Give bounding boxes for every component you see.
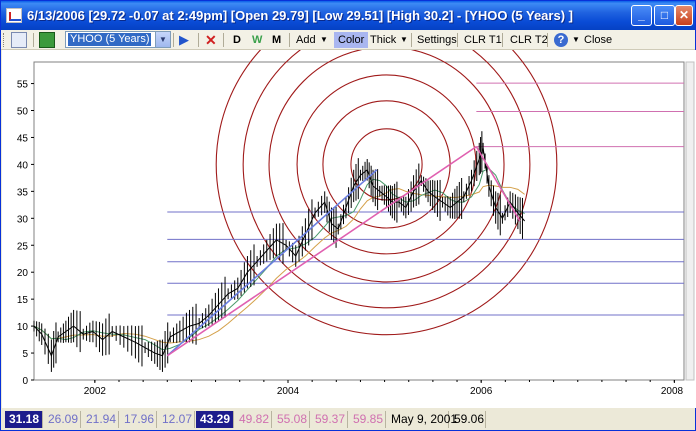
y-tick-label: 55	[17, 80, 29, 91]
trendline	[166, 169, 378, 357]
help-icon[interactable]: ?	[554, 33, 568, 47]
trendline	[166, 145, 477, 357]
clear-trendline-1-button[interactable]: CLR T1	[464, 34, 502, 46]
y-tick-label: 0	[22, 376, 28, 387]
add-menu-button[interactable]: Add	[296, 34, 316, 46]
x-tick-label: 2006	[470, 386, 493, 397]
price-line	[33, 148, 526, 358]
status-value-cell: 43.29	[196, 411, 234, 428]
monthly-button[interactable]: M	[272, 34, 282, 46]
chart-area[interactable]: 0 5 10 15 20 25 30 35 40 45 50 55 2002 2004 2006 2008	[2, 50, 696, 408]
status-value-cell: 17.96	[120, 411, 157, 428]
y-tick-label: 40	[17, 160, 29, 171]
title-bar[interactable]: 6/13/2006 [29.72 -0.07 at 2:49pm] [Open …	[1, 1, 695, 30]
symbol-select[interactable]: YHOO (5 Years) ▼	[65, 31, 171, 48]
status-value-cell: 31.18	[5, 411, 43, 428]
x-tick-label: 2008	[661, 386, 684, 397]
status-value-cell: May 9, 2001	[387, 411, 457, 428]
status-value-cell: 55.08	[273, 411, 310, 428]
toolbar: ▶ ✕ D W M Add ▼ Color Thick ▼ Settings C…	[1, 30, 695, 50]
thick-dropdown-icon[interactable]: ▼	[400, 35, 408, 44]
refresh-icon[interactable]	[11, 32, 27, 48]
toolbar-grip[interactable]	[3, 33, 6, 47]
weekly-button[interactable]: W	[252, 34, 263, 46]
status-value-cell: 59.37	[311, 411, 348, 428]
play-button[interactable]: ▶	[179, 32, 189, 47]
chevron-down-icon[interactable]: ▼	[155, 32, 170, 47]
status-value-cell: 59.85	[349, 411, 386, 428]
chart-app-icon	[6, 8, 22, 23]
settings-button[interactable]: Settings	[417, 34, 457, 46]
delete-button[interactable]: ✕	[205, 32, 217, 48]
color-button[interactable]: Color	[334, 32, 369, 48]
status-value-cell: 26.09	[44, 411, 81, 428]
trendline	[475, 146, 521, 222]
fib-circle	[215, 50, 558, 336]
open-file-icon[interactable]	[39, 32, 55, 48]
vertical-scrollbar[interactable]	[685, 61, 695, 381]
maximize-button[interactable]: □	[654, 5, 675, 26]
status-bar: 31.18 26.09 21.94 17.96 12.07 43.29 49.82 55.08…	[1, 409, 695, 430]
x-tick-label: 2004	[277, 386, 300, 397]
fib-circle	[242, 50, 531, 309]
y-tick-label: 25	[17, 241, 29, 252]
window-title: 6/13/2006 [29.72 -0.07 at 2:49pm] [Open …	[27, 8, 573, 23]
status-value-cell: 59.06	[450, 411, 486, 428]
x-tick-label: 2002	[84, 386, 107, 397]
close-window-button[interactable]: ✕	[675, 5, 693, 26]
y-tick-label: 10	[17, 322, 29, 333]
symbol-select-value: YHOO (5 Years)	[68, 33, 152, 46]
help-dropdown-icon[interactable]: ▼	[572, 35, 580, 44]
y-tick-label: 5	[22, 349, 28, 360]
status-value-cell: 12.07	[158, 411, 195, 428]
y-tick-label: 45	[17, 133, 29, 144]
thick-menu-button[interactable]: Thick	[370, 34, 397, 46]
y-tick-label: 50	[17, 107, 29, 118]
y-tick-label: 20	[17, 268, 29, 279]
status-value-cell: 49.82	[235, 411, 272, 428]
y-tick-label: 35	[17, 187, 29, 198]
daily-button[interactable]: D	[233, 34, 241, 46]
close-chart-button[interactable]: Close	[584, 34, 613, 46]
minimize-button[interactable]: _	[631, 5, 652, 26]
y-tick-label: 30	[17, 214, 29, 225]
price-chart[interactable]: 0 5 10 15 20 25 30 35 40 45 50 55 2002 2004 2006 2008	[2, 50, 696, 408]
fib-circle	[296, 74, 477, 255]
y-tick-label: 15	[17, 295, 29, 306]
status-value-cell: 21.94	[82, 411, 119, 428]
clear-trendline-2-button[interactable]: CLR T2	[510, 34, 548, 46]
fib-circle	[268, 50, 505, 283]
add-dropdown-icon[interactable]: ▼	[320, 35, 328, 44]
